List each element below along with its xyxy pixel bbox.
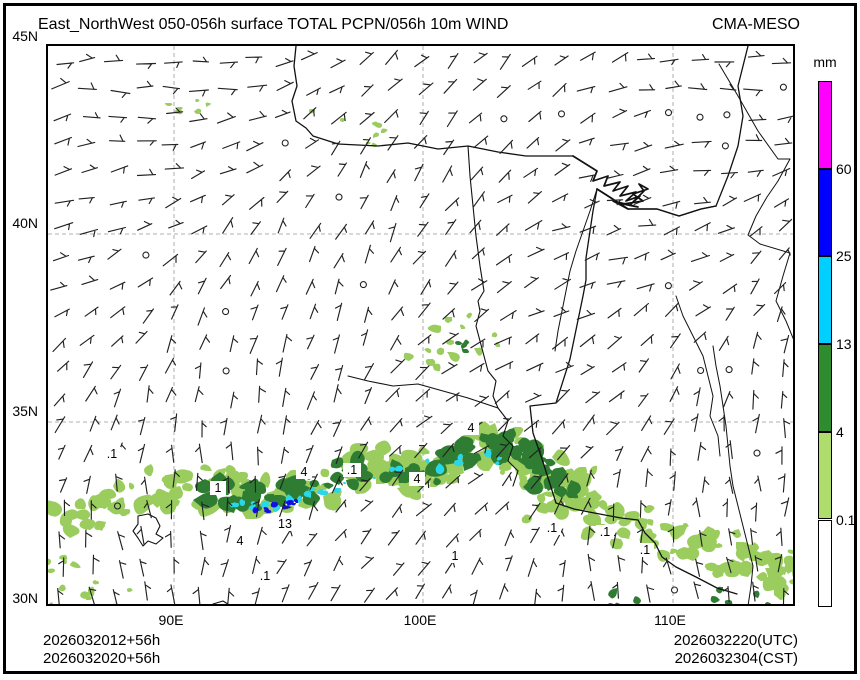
svg-text:.1: .1 [347,463,357,477]
svg-text:1: 1 [215,481,222,495]
svg-text:1: 1 [452,549,459,563]
svg-text:4: 4 [414,472,421,486]
svg-text:13: 13 [278,517,292,531]
svg-text:.1: .1 [640,543,650,557]
svg-text:4: 4 [468,421,475,435]
svg-text:.1: .1 [547,521,557,535]
svg-text:4: 4 [237,534,244,548]
svg-text:.1: .1 [107,447,117,461]
svg-text:.1: .1 [600,525,610,539]
svg-text:.1: .1 [260,569,270,583]
svg-text:4: 4 [301,465,308,479]
